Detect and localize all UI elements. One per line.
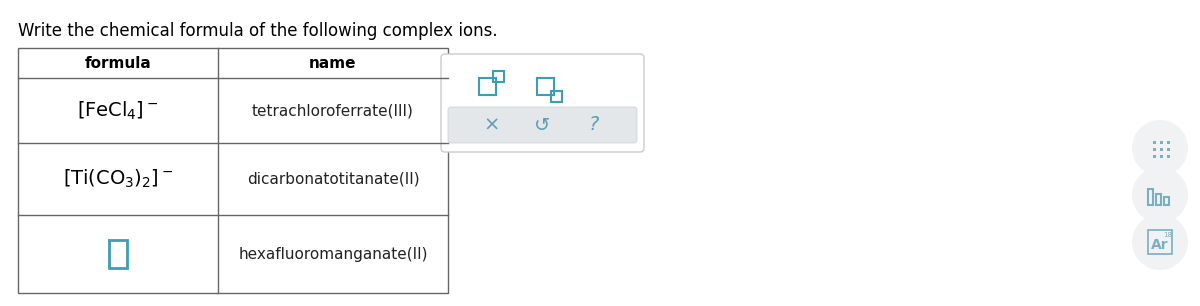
Bar: [1160, 155, 1163, 158]
Text: name: name: [310, 55, 356, 70]
Bar: [1166, 141, 1170, 144]
Bar: [1156, 194, 1162, 205]
Text: Write the chemical formula of the following complex ions.: Write the chemical formula of the follow…: [18, 22, 498, 40]
Bar: [536, 77, 553, 95]
Text: ?: ?: [588, 115, 599, 135]
FancyBboxPatch shape: [448, 107, 637, 143]
Bar: [18, 48, 448, 293]
Bar: [1153, 148, 1156, 151]
Bar: [492, 70, 504, 81]
Text: formula: formula: [85, 55, 151, 70]
Bar: [1166, 148, 1170, 151]
Bar: [551, 91, 562, 102]
FancyBboxPatch shape: [442, 54, 644, 152]
Bar: [109, 240, 127, 268]
Text: Ar: Ar: [1151, 238, 1169, 252]
Bar: [1153, 155, 1156, 158]
Text: ↺: ↺: [534, 115, 551, 135]
Bar: [1164, 197, 1169, 205]
Text: dicarbonatotitanate(II): dicarbonatotitanate(II): [247, 171, 419, 186]
Bar: [1160, 148, 1163, 151]
Text: ×: ×: [484, 115, 499, 135]
Bar: [479, 77, 496, 95]
Text: hexafluoromanganate(II): hexafluoromanganate(II): [239, 247, 427, 262]
Circle shape: [1132, 167, 1188, 223]
Text: 18: 18: [1164, 232, 1172, 238]
Bar: [1153, 141, 1156, 144]
Text: $\mathsf{[FeCl_4]^-}$: $\mathsf{[FeCl_4]^-}$: [77, 99, 158, 122]
Text: tetrachloroferrate(III): tetrachloroferrate(III): [252, 103, 414, 118]
Bar: [1166, 155, 1170, 158]
Text: $\mathsf{[Ti(CO_3)_2]^-}$: $\mathsf{[Ti(CO_3)_2]^-}$: [62, 168, 173, 190]
Circle shape: [1132, 214, 1188, 270]
Bar: [1148, 230, 1172, 254]
Bar: [1148, 189, 1153, 205]
Bar: [1160, 141, 1163, 144]
Circle shape: [1132, 120, 1188, 176]
